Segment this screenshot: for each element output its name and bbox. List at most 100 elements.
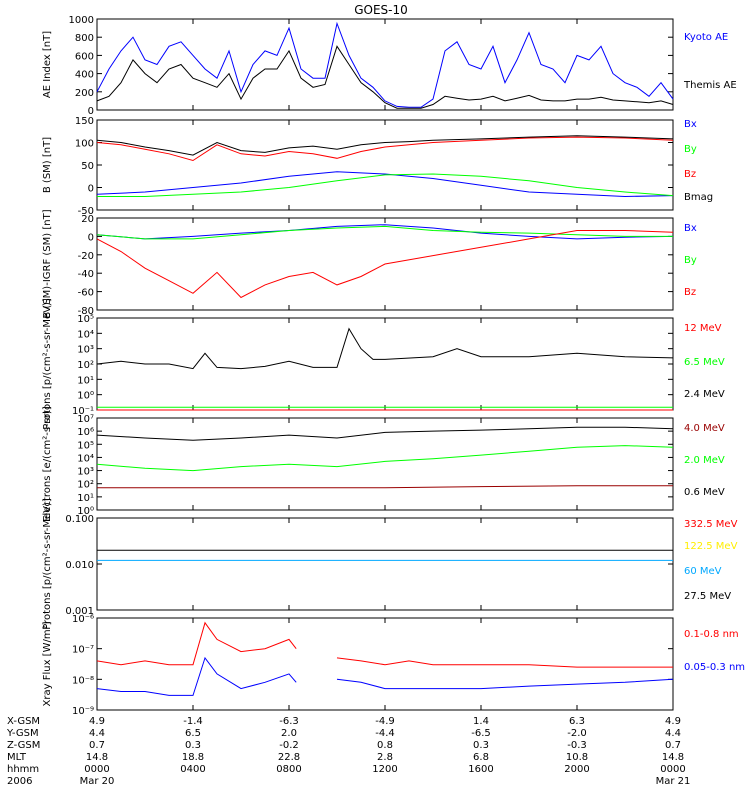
- y-tick-label: 20: [81, 214, 94, 225]
- y-tick-label: 400: [75, 70, 94, 81]
- time-axis-value: 6.5: [185, 728, 201, 739]
- time-axis-value: -4.9: [375, 716, 395, 727]
- time-axis-value: 0000: [660, 764, 685, 775]
- y-tick-label: 10⁻⁷: [72, 645, 94, 656]
- time-axis-value: 0400: [180, 764, 205, 775]
- time-axis-value: 0.7: [89, 740, 105, 751]
- y-tick-label: -20: [78, 251, 94, 262]
- y-tick-label: 10⁻⁶: [72, 614, 94, 625]
- series-themis-ae-line: [96, 45, 674, 109]
- panel-6-ylabel: Protons [p/(cm²-s-sr-MeV)]: [42, 498, 53, 630]
- time-axis-value: 4.4: [665, 728, 681, 739]
- panel-3-ylabel: B (SM)-IGRF (SM) [nT]: [42, 209, 53, 318]
- time-axis-value: 4.9: [665, 716, 681, 727]
- y-tick-label: 0: [88, 106, 94, 117]
- y-tick-label: 200: [75, 88, 94, 99]
- time-axis-value: 0800: [276, 764, 301, 775]
- time-axis-value: 0.3: [185, 740, 201, 751]
- series-4-0-mev-line: [97, 485, 673, 489]
- y-tick-label: 600: [75, 51, 94, 62]
- panel-2-ylabel: B (SM) [nT]: [42, 137, 53, 193]
- legend-60-mev: 60 MeV: [684, 566, 722, 577]
- y-tick-label: -60: [78, 288, 94, 299]
- series-bmag-line: [96, 135, 674, 156]
- legend-themis-ae: Themis AE: [683, 80, 737, 91]
- legend-bz: Bz: [684, 169, 696, 180]
- legend-0-05-0-3-nm: 0.05-0.3 nm: [684, 662, 745, 673]
- panel-2-frame: [96, 119, 674, 211]
- series-bx-line: [96, 224, 674, 240]
- y-tick-label: 10⁴: [77, 453, 94, 464]
- y-tick-label: 10⁵: [77, 314, 94, 325]
- panel-4-ylabel: Protons [p/(cm²-s-sr-MeV)]: [42, 298, 53, 430]
- legend-0-6-mev: 0.6 MeV: [684, 487, 725, 498]
- series-bx-line: [96, 171, 674, 198]
- y-tick-label: 100: [75, 139, 94, 150]
- y-tick-label: -50: [78, 206, 94, 217]
- time-axis-value: -6.3: [279, 716, 299, 727]
- y-tick-label: 10³: [77, 467, 94, 478]
- series-0-1-0-8-nm-line: [96, 621, 673, 668]
- y-tick-label: 800: [75, 33, 94, 44]
- time-axis-value: 22.8: [278, 752, 300, 763]
- legend-by: By: [684, 144, 697, 155]
- time-axis-value: 1600: [468, 764, 493, 775]
- time-axis-value: 4.4: [89, 728, 105, 739]
- series-by-line: [97, 173, 674, 197]
- time-axis-value: Mar 20: [80, 776, 115, 787]
- legend-by: By: [684, 255, 697, 266]
- y-tick-label: 10²: [77, 480, 94, 491]
- time-axis-value: 1200: [372, 764, 397, 775]
- legend-bx: Bx: [684, 119, 697, 130]
- legend-4-0-mev: 4.0 MeV: [684, 423, 725, 434]
- legend-6-5-mev: 6.5 MeV: [684, 357, 725, 368]
- legend-bx: Bx: [684, 223, 697, 234]
- y-tick-label: 1000: [69, 15, 94, 26]
- time-axis-row-label: 2006: [7, 776, 32, 787]
- y-tick-label: 50: [81, 161, 94, 172]
- panel-7-frame: [96, 617, 674, 711]
- legend-2-4-mev: 2.4 MeV: [684, 389, 725, 400]
- time-axis-value: 6.3: [569, 716, 585, 727]
- y-tick-label: 150: [75, 116, 94, 127]
- legend-bmag: Bmag: [684, 192, 713, 203]
- legend-0-1-0-8-nm: 0.1-0.8 nm: [684, 629, 739, 640]
- y-tick-label: 10¹: [77, 375, 94, 386]
- y-tick-label: 10³: [77, 345, 94, 356]
- legend-bz: Bz: [684, 287, 696, 298]
- time-axis-value: -6.5: [471, 728, 491, 739]
- panel-1-frame: [96, 18, 674, 111]
- y-tick-label: 10⁰: [77, 391, 94, 402]
- series-bz-line: [96, 230, 674, 299]
- time-axis-value: -0.3: [567, 740, 587, 751]
- series-bz-line: [96, 136, 674, 162]
- y-tick-label: 10⁰: [77, 506, 94, 517]
- y-tick-label: 0.001: [65, 606, 94, 617]
- y-tick-label: 0: [88, 232, 94, 243]
- time-axis-value: 6.8: [473, 752, 489, 763]
- panel-4-frame: [96, 317, 674, 411]
- panel-5-frame: [96, 417, 674, 511]
- time-axis-value: 10.8: [566, 752, 588, 763]
- panel-7-ylabel: Xray Flux [W/m²]: [42, 621, 53, 706]
- panel-5-ylabel: Electrons [e/(cm²-s-sr)]: [42, 406, 53, 522]
- series-by-line: [96, 225, 673, 240]
- time-axis-row-label: hhmm: [7, 764, 39, 775]
- y-tick-label: 10⁷: [77, 414, 94, 425]
- legend-122-5-mev: 122.5 MeV: [684, 541, 738, 552]
- y-tick-label: 10²: [77, 360, 94, 371]
- legend-332-5-mev: 332.5 MeV: [684, 519, 738, 530]
- legend-27-5-mev: 27.5 MeV: [684, 591, 731, 602]
- series-2-4-mev-line: [96, 327, 674, 370]
- panel-1-ylabel: AE Index [nT]: [42, 31, 53, 98]
- y-tick-label: -40: [78, 269, 94, 280]
- series-0-6-mev-line: [96, 426, 674, 441]
- series-0-05-0-3-nm-line: [96, 656, 674, 696]
- series-kyoto-ae-line: [96, 21, 674, 108]
- time-axis-value: -4.4: [375, 728, 395, 739]
- y-tick-label: 10⁶: [77, 427, 94, 438]
- time-axis-value: 2.0: [281, 728, 297, 739]
- time-axis-value: -0.2: [279, 740, 299, 751]
- y-tick-label: -80: [78, 306, 94, 317]
